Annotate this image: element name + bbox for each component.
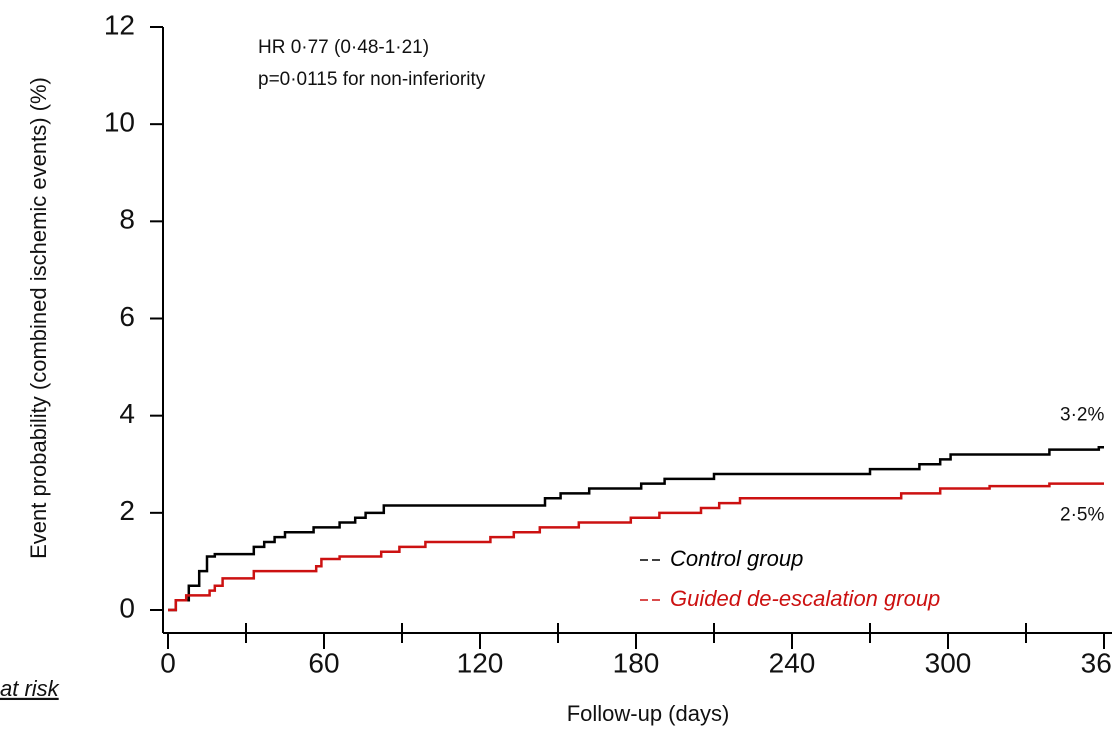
y-tick-label: 4 xyxy=(119,398,135,429)
survival-curve xyxy=(168,445,1104,612)
y-tick-label: 0 xyxy=(119,592,135,623)
x-tick-label: 0 xyxy=(160,647,176,678)
y-tick-label: 8 xyxy=(119,204,135,235)
at-risk-label: at risk xyxy=(0,676,60,701)
annotation: p=0·0115 for non-inferiority xyxy=(258,69,486,90)
x-tick-label: 240 xyxy=(769,647,816,678)
x-tick-label: 60 xyxy=(308,647,339,678)
x-tick-label: 300 xyxy=(925,647,972,678)
y-tick-label: 6 xyxy=(119,301,135,332)
x-tick-label: 360 xyxy=(1081,647,1112,678)
annotation: HR 0·77 (0·48-1·21) xyxy=(258,37,429,58)
end-label: 2·5% xyxy=(1060,505,1104,526)
survival-curve xyxy=(168,482,1104,612)
y-tick-label: 12 xyxy=(104,9,135,40)
y-tick-label: 2 xyxy=(119,495,135,526)
x-tick-label: 120 xyxy=(457,647,504,678)
y-tick-label: 10 xyxy=(104,107,135,138)
legend-label: Control group xyxy=(670,546,803,571)
legend-label: Guided de-escalation group xyxy=(670,586,940,611)
end-label: 3·2% xyxy=(1060,404,1104,425)
y-axis-label: Event probability (combined ischemic eve… xyxy=(26,77,51,559)
x-tick-label: 180 xyxy=(613,647,660,678)
x-axis-label: Follow-up (days) xyxy=(567,701,730,726)
